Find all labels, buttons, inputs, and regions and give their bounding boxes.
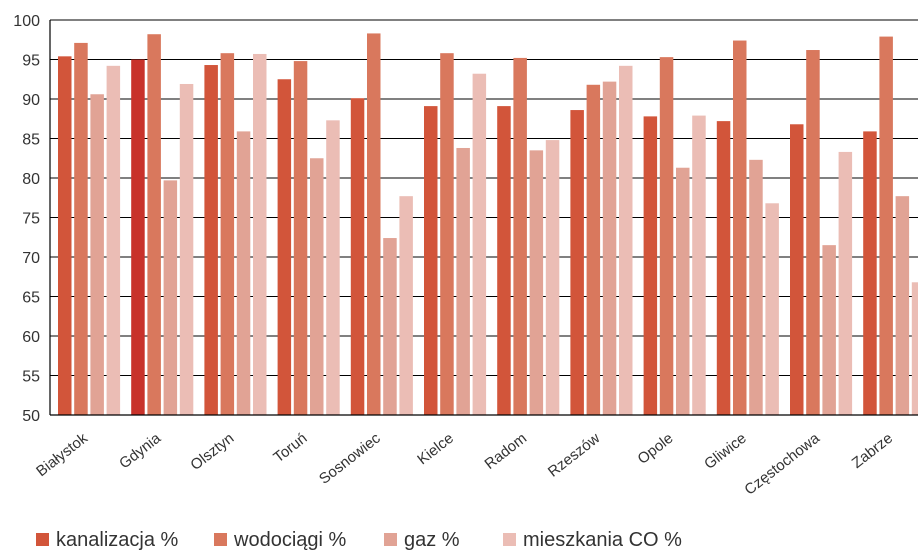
bar	[131, 59, 145, 415]
bar	[513, 57, 527, 416]
x-tick-label: Olsztyn	[187, 430, 237, 474]
bar	[456, 147, 470, 416]
axes	[49, 20, 918, 416]
x-tick-label: Radom	[481, 430, 530, 473]
bar	[440, 53, 454, 416]
bar	[790, 124, 804, 415]
y-tick-label: 80	[22, 171, 40, 188]
bar	[472, 73, 487, 415]
legend-swatch	[214, 533, 227, 546]
bar	[74, 42, 88, 415]
y-tick-label: 50	[22, 408, 40, 425]
y-tick-label: 60	[22, 329, 40, 346]
bar	[806, 50, 820, 416]
bar	[367, 33, 381, 416]
legend-label: mieszkania CO %	[523, 529, 682, 550]
bar	[765, 203, 779, 415]
y-tick-label: 100	[13, 13, 40, 30]
bar	[277, 79, 292, 415]
y-tick-label: 90	[22, 92, 40, 109]
x-tick-label: Sosnowiec	[316, 429, 384, 487]
bar	[822, 245, 836, 415]
legend: kanalizacja % wodociągi % gaz % mieszkania …	[36, 529, 682, 550]
bar	[399, 196, 413, 415]
bar	[619, 65, 633, 415]
legend-swatch	[384, 533, 397, 546]
bar	[236, 131, 251, 415]
bar	[424, 106, 438, 416]
y-tick-label: 70	[22, 250, 40, 267]
bar	[545, 140, 560, 415]
y-tick-label: 85	[22, 132, 40, 149]
x-tick-label: Białystok	[33, 429, 91, 480]
bar	[179, 83, 194, 416]
bar	[326, 120, 340, 415]
bar	[586, 84, 601, 415]
bar	[659, 57, 674, 415]
bar	[676, 167, 690, 415]
legend-item: kanalizacja %	[36, 529, 179, 550]
legend-item: wodociągi %	[214, 529, 347, 550]
legend-item: mieszkania CO %	[503, 529, 682, 550]
bar	[204, 65, 218, 415]
x-tick-label: Częstochowa	[741, 429, 823, 498]
y-tick-label: 95	[22, 53, 40, 70]
bar	[106, 65, 121, 415]
bar	[147, 34, 161, 415]
bar	[310, 158, 324, 415]
bar	[863, 131, 877, 415]
bar	[911, 282, 918, 415]
bar	[692, 115, 706, 415]
legend-label: wodociągi %	[233, 529, 347, 550]
x-tick-labels: Białystok Gdynia Olsztyn Toruń Sosnowiec Kiel…	[33, 429, 896, 498]
y-tick-labels: 50 55 60 65 70 75 80 85 90 95 100	[13, 13, 40, 425]
bar	[602, 81, 617, 416]
bar	[220, 53, 235, 416]
x-tick-label: Zabrze	[849, 430, 896, 472]
bar	[350, 98, 365, 416]
x-tick-label: Opole	[634, 430, 676, 468]
bars	[58, 33, 918, 416]
y-tick-label: 65	[22, 290, 40, 307]
x-tick-label: Kielce	[414, 430, 457, 469]
x-tick-label: Gliwice	[701, 430, 750, 473]
legend-swatch	[503, 533, 516, 546]
bar	[749, 159, 763, 415]
y-tick-label: 75	[22, 211, 40, 228]
x-tick-label: Toruń	[270, 430, 310, 467]
bar	[643, 116, 658, 415]
legend-label: gaz %	[404, 529, 460, 550]
bar	[529, 150, 544, 415]
bar	[253, 53, 267, 415]
legend-label: kanalizacja %	[56, 529, 179, 550]
bar	[497, 106, 511, 416]
bar	[895, 196, 910, 415]
bar	[58, 56, 72, 416]
bar	[879, 36, 893, 416]
legend-swatch	[36, 533, 49, 546]
bar	[163, 180, 178, 415]
bar	[90, 94, 104, 415]
bar	[838, 151, 853, 415]
bar	[293, 61, 308, 415]
x-tick-label: Rzeszów	[545, 430, 604, 481]
bar	[383, 238, 397, 415]
bar	[733, 40, 747, 415]
bar	[570, 110, 584, 415]
bar	[716, 121, 731, 416]
x-tick-label: Gdynia	[116, 429, 164, 472]
legend-item: gaz %	[384, 529, 460, 550]
y-tick-label: 55	[22, 369, 40, 386]
